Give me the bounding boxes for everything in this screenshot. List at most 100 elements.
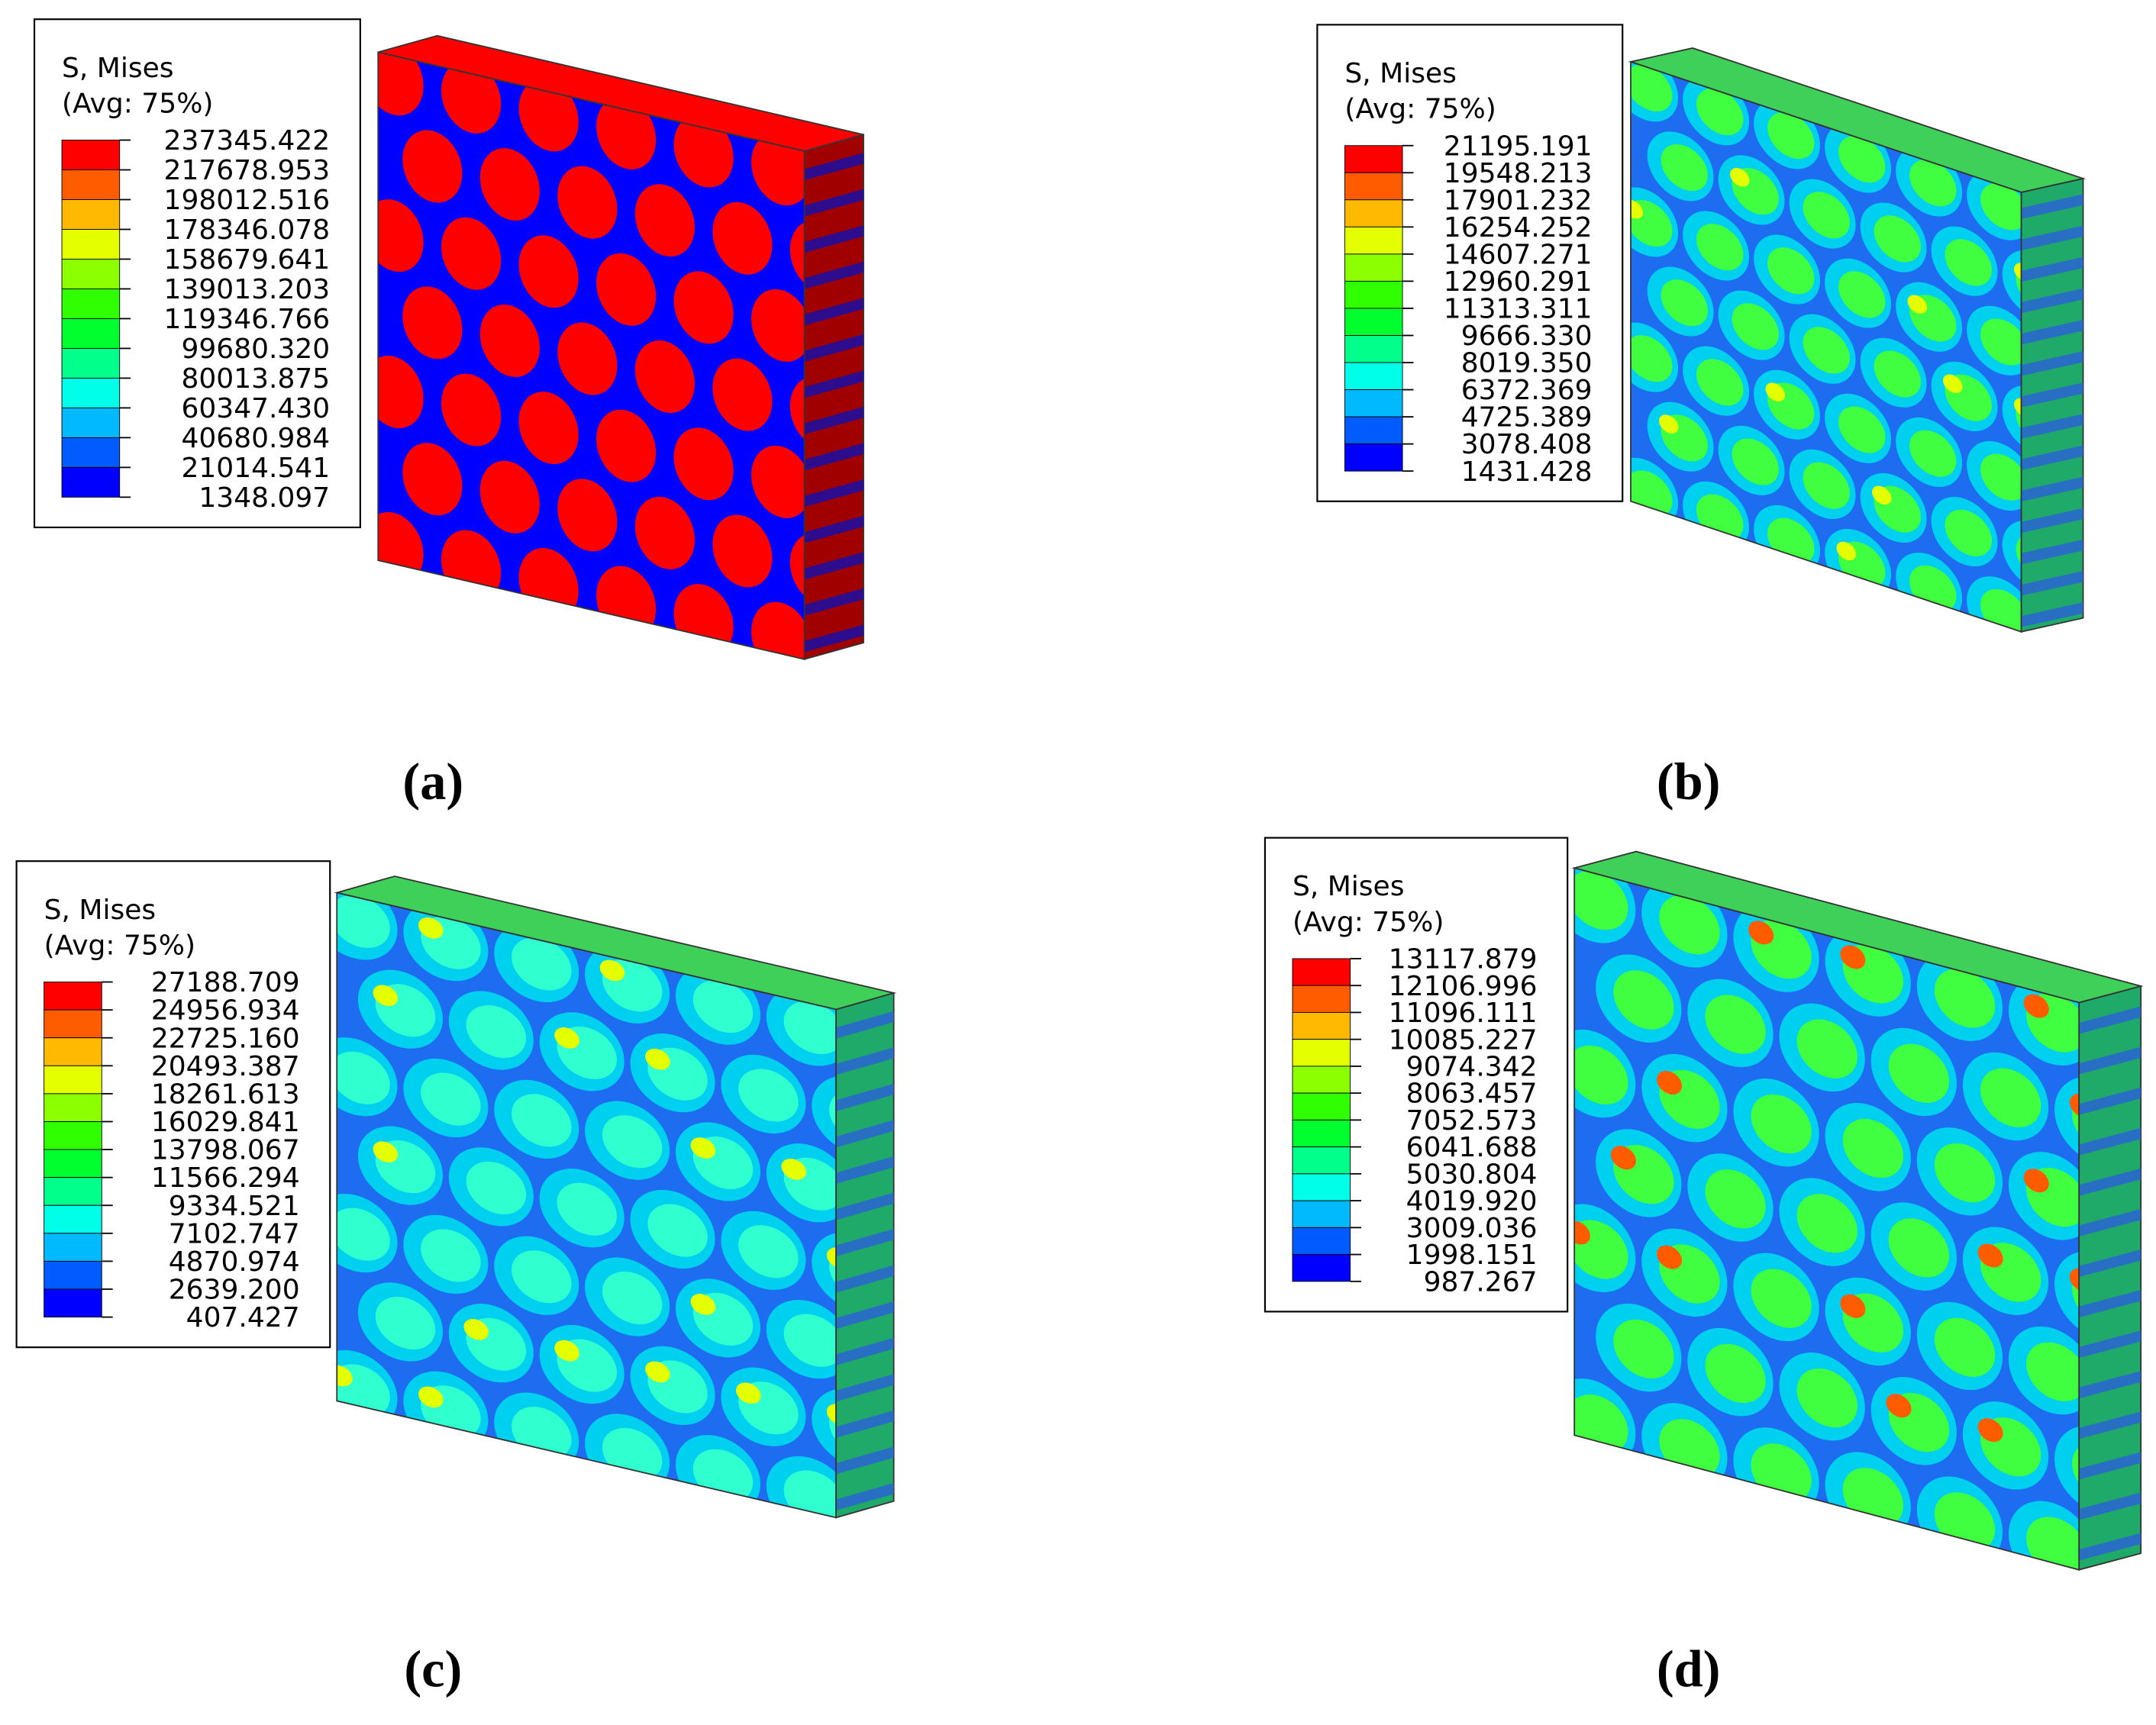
fiber [673, 114, 734, 188]
legend: S, Mises (Avg: 75%) 21195.19119548.2131790… [1316, 24, 1624, 502]
legend-level: 17901.232 [1444, 185, 1593, 216]
stress-hot [554, 1027, 579, 1049]
legend-level: 16254.252 [1444, 212, 1593, 243]
stress-blob [1574, 1045, 1628, 1104]
legend: S, Mises (Avg: 75%) 237345.422217678.95319… [33, 18, 361, 529]
legend-swatch [61, 169, 121, 200]
plate-side-band [2021, 414, 2083, 439]
stress-blob [337, 1208, 390, 1261]
legend-swatch [61, 437, 121, 468]
stress-blob [512, 1250, 572, 1304]
legend-level: 9666.330 [1461, 321, 1593, 352]
plate-front [1631, 61, 2022, 632]
plate-side-band [804, 588, 864, 616]
stress-blob [1838, 406, 1886, 453]
stress-blob [512, 937, 572, 991]
stress-blob [1980, 453, 2022, 501]
stress-blob [1661, 144, 1708, 192]
legend-level: 7102.747 [169, 1218, 300, 1249]
legend-swatch [61, 377, 121, 408]
legend-swatch [1292, 1011, 1351, 1040]
stress-blob [1980, 1068, 2041, 1127]
plate-side-band [2021, 602, 2083, 627]
legend-swatch [61, 140, 121, 170]
plate-side-band [2021, 351, 2083, 376]
legend-title: S, Mises [62, 53, 174, 84]
plate-side-band [2079, 1249, 2141, 1277]
stress-blob [1838, 271, 1886, 318]
legend-level: 4725.389 [1461, 402, 1593, 434]
legend-swatch [44, 1288, 102, 1318]
fiber [596, 97, 657, 169]
stress-blob [512, 1094, 572, 1147]
legend-level: 4019.920 [1406, 1186, 1538, 1217]
plate-side-band [804, 153, 864, 181]
plate-front [337, 892, 837, 1518]
stress-blob [783, 1001, 837, 1054]
stress-blob [1945, 509, 1992, 556]
legend: S, Mises (Avg: 75%) 27188.70924956.9342272… [15, 860, 331, 1349]
plate-side-band [836, 1047, 894, 1075]
plate-side-band [836, 1229, 894, 1257]
legend-swatch [61, 259, 121, 289]
stress-hot [1657, 1245, 1683, 1269]
stress-blob [1574, 871, 1628, 930]
stress-blob [2002, 521, 2022, 591]
plate-side-band [804, 515, 864, 543]
stress-hot [2023, 1169, 2049, 1193]
legend-level: 14607.271 [1444, 239, 1593, 270]
legend-swatch [1292, 985, 1351, 1013]
stress-blob [1767, 112, 1815, 160]
stress-blob [421, 1072, 481, 1126]
stress-blob [1631, 64, 1673, 112]
legend-swatch [1292, 1146, 1351, 1175]
stress-blob [1934, 969, 1996, 1028]
legend-subtitle: (Avg: 75%) [62, 89, 213, 120]
legend-swatch [61, 229, 121, 260]
plate-side-band [804, 624, 864, 653]
stress-blob [1803, 462, 1850, 509]
stress-blob [337, 1051, 390, 1104]
legend-swatch [44, 1009, 102, 1039]
legend-level: 987.267 [1424, 1266, 1538, 1298]
stress-hot [1840, 945, 1866, 969]
legend-level: 13117.879 [1389, 944, 1538, 975]
plate-side-band [2079, 1492, 2141, 1520]
plate-side-band [804, 406, 864, 434]
plate-side-band [2079, 1208, 2141, 1237]
stress-hot [1610, 1146, 1636, 1170]
fiber [479, 460, 540, 534]
legend-swatch [61, 407, 121, 438]
stress-blob [602, 1115, 663, 1169]
stress-blob [602, 1272, 663, 1325]
legend-level: 8019.350 [1461, 348, 1593, 379]
plate-outline [377, 51, 805, 660]
stress-hot [1658, 414, 1679, 434]
fiber [518, 392, 579, 465]
fiber [402, 443, 463, 516]
fiber [441, 373, 502, 447]
stress-hot [463, 1318, 489, 1340]
legend-level: 119346.766 [164, 304, 331, 335]
legend-swatch [61, 289, 121, 319]
legend-swatch [1292, 1227, 1351, 1256]
stress-hot [337, 1365, 353, 1387]
stress-blob [1631, 335, 1673, 382]
stress-hot [1657, 1070, 1683, 1095]
plate-side-band [2021, 319, 2083, 345]
fiber [402, 130, 463, 203]
stress-blob [1767, 247, 1815, 295]
stress-hot [1765, 382, 1786, 401]
stress-blob [1796, 1019, 1857, 1079]
plate-side-band [804, 261, 864, 289]
plate-side-band [2021, 571, 2083, 596]
plate-side-band [804, 479, 864, 508]
stress-blob [1705, 995, 1766, 1054]
plate-side [2078, 985, 2142, 1571]
legend-swatch [1292, 1092, 1351, 1120]
stress-blob [1696, 88, 1744, 136]
stress-blob [1909, 160, 1957, 207]
legend-title: S, Mises [44, 895, 157, 926]
stress-hot [1977, 1418, 2003, 1443]
stress-blob [1751, 1094, 1812, 1154]
